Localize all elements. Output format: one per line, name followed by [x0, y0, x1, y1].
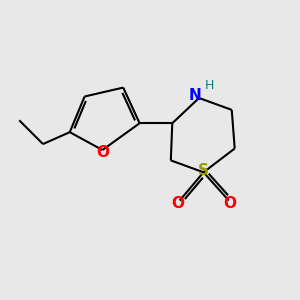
Text: S: S	[198, 163, 209, 178]
Text: O: O	[224, 196, 237, 211]
Text: N: N	[189, 88, 202, 103]
Text: O: O	[172, 196, 185, 211]
Text: O: O	[96, 145, 109, 160]
Text: H: H	[205, 79, 214, 92]
